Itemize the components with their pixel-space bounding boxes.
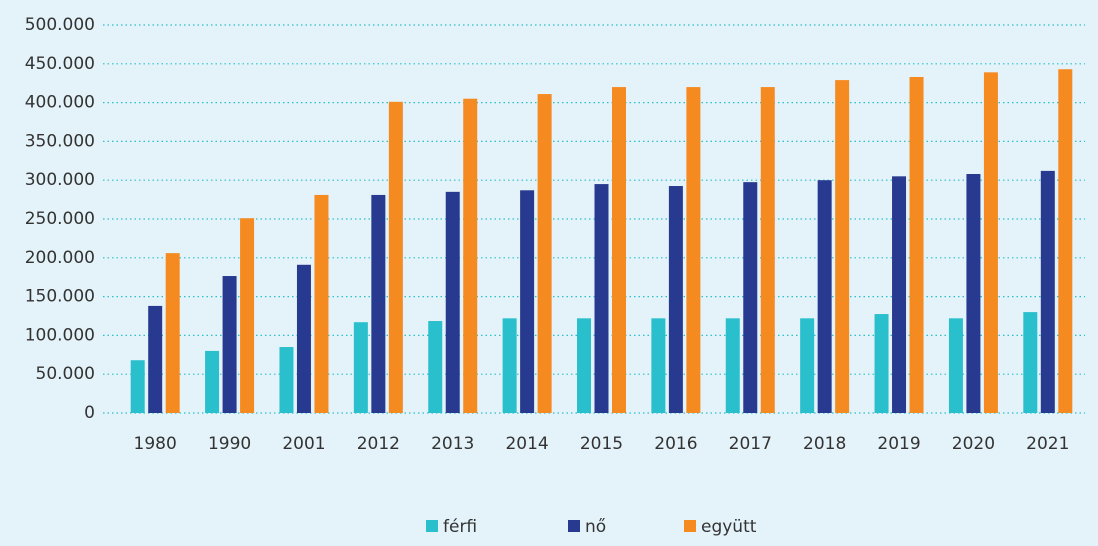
bar [577,318,591,413]
legend-swatch [426,520,438,532]
bar [445,191,460,413]
bar [353,322,368,413]
bar [668,186,683,413]
y-tick-label: 50.000 [36,364,95,384]
bar [983,72,998,413]
legend-label: nő [585,517,606,537]
x-tick-label: 2013 [431,434,474,454]
x-tick-label: 2012 [357,434,400,454]
bar [463,98,478,413]
bar [240,218,255,413]
bar [205,350,220,413]
bar [1023,312,1038,413]
y-tick-label: 450.000 [25,54,95,74]
bar [651,318,666,413]
bar [594,184,609,413]
x-tick-label: 1980 [134,434,177,454]
bar [874,314,889,413]
bar [388,101,403,413]
bar [502,318,517,413]
bar [966,173,981,413]
bar [948,318,963,413]
y-tick-label: 500.000 [25,15,95,35]
bar [1040,170,1055,413]
bar [165,253,180,413]
bar [835,80,850,413]
legend-label: együtt [701,517,757,537]
bar [148,305,163,413]
x-tick-label: 2001 [282,434,325,454]
bar [612,87,626,413]
x-tick-label: 2017 [729,434,772,454]
x-tick-label: 2019 [877,434,920,454]
x-tick-label: 2015 [580,434,623,454]
y-tick-label: 100.000 [25,325,95,345]
legend-swatch [568,520,580,532]
bar [520,190,535,413]
y-tick-label: 400.000 [25,93,95,113]
x-tick-label: 2016 [654,434,697,454]
x-tick-label: 2014 [505,434,548,454]
bar [222,276,237,413]
bar [743,182,758,413]
bar [892,176,907,413]
bar [537,94,552,414]
bar [760,87,775,413]
bar [279,347,294,413]
x-tick-label: 2018 [803,434,846,454]
x-tick-label: 2021 [1026,434,1069,454]
y-tick-label: 300.000 [25,170,95,190]
legend-label: férfi [443,517,477,537]
y-tick-label: 350.000 [25,131,95,151]
bar [130,360,145,413]
bar [296,264,311,413]
x-tick-label: 2020 [952,434,995,454]
y-tick-label: 250.000 [25,209,95,229]
bar [314,194,329,413]
bar [909,76,924,413]
x-tick-label: 1990 [208,434,251,454]
bar [800,318,815,413]
bar [686,87,701,413]
bar [1058,69,1073,414]
bar [428,321,443,413]
y-tick-label: 0 [84,403,95,423]
legend-swatch [684,520,696,532]
y-tick-label: 150.000 [25,287,95,307]
y-tick-label: 200.000 [25,248,95,268]
bar [725,318,740,413]
bar [371,194,386,413]
bar [817,180,832,413]
